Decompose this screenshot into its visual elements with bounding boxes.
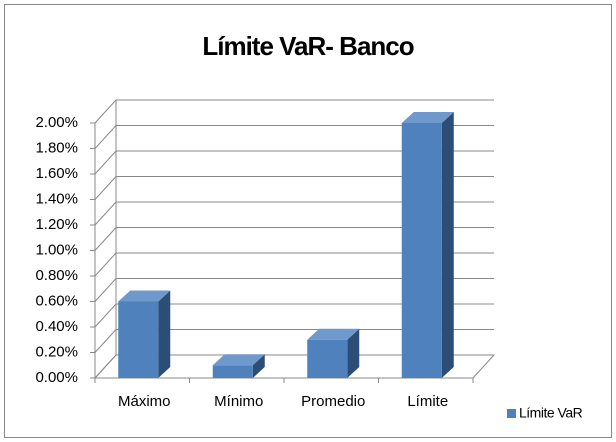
y-tick-label: 1.60% <box>35 165 78 182</box>
y-tick-label: 2.00% <box>35 114 78 131</box>
bar <box>401 123 442 378</box>
grid-line <box>94 150 494 175</box>
bar <box>118 301 159 378</box>
chart-title: Límite VaR- Banco <box>202 31 413 61</box>
x-tick-label: Máximo <box>118 393 171 410</box>
grid-line <box>94 354 494 379</box>
y-tick-label: 0.20% <box>35 343 78 360</box>
y-tick-label: 1.00% <box>35 241 78 258</box>
bar-top <box>118 290 171 302</box>
y-tick-label: 0.40% <box>35 318 78 335</box>
bar-top <box>307 328 360 340</box>
grid-line <box>94 303 494 328</box>
bar-side <box>252 354 265 378</box>
grid-line <box>94 227 494 251</box>
grid-line <box>94 125 494 149</box>
y-tick-label: 1.20% <box>35 216 78 233</box>
grid-line <box>94 278 494 302</box>
bar-top <box>212 354 265 366</box>
x-tick-label: Promedio <box>301 393 365 410</box>
bar <box>307 339 348 378</box>
x-tick-label: Límite <box>407 393 448 410</box>
grid-line <box>94 99 494 124</box>
bar-side <box>347 328 360 378</box>
x-tick-label: Mínimo <box>214 393 263 410</box>
bar <box>212 365 253 378</box>
grid-line <box>94 252 494 277</box>
bar-top <box>401 112 454 123</box>
y-tick-label: 1.80% <box>35 139 78 156</box>
y-tick-label: 0.00% <box>35 369 78 386</box>
legend-swatch <box>507 409 516 418</box>
bar-side <box>441 112 454 378</box>
grid-line <box>94 329 494 353</box>
y-tick-label: 0.60% <box>35 292 78 309</box>
bar-side <box>158 290 171 378</box>
y-tick-label: 0.80% <box>35 267 78 284</box>
legend-label: Límite VaR <box>519 405 583 421</box>
grid-line <box>94 201 494 226</box>
grid-line <box>94 176 494 200</box>
y-tick-label: 1.40% <box>35 190 78 207</box>
